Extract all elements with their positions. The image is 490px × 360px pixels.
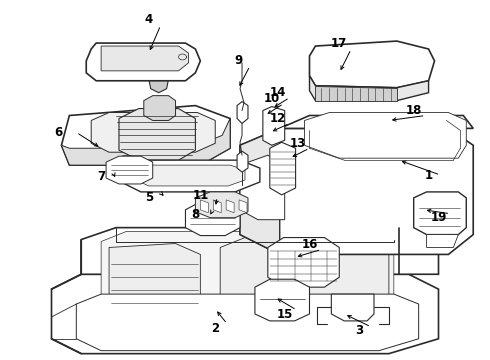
Polygon shape [226, 200, 234, 213]
Text: 13: 13 [290, 137, 306, 150]
Text: 16: 16 [301, 238, 318, 251]
Polygon shape [101, 231, 394, 321]
Polygon shape [91, 113, 215, 152]
Polygon shape [144, 96, 175, 121]
Polygon shape [136, 165, 245, 186]
Polygon shape [237, 151, 248, 172]
Polygon shape [200, 200, 208, 213]
Polygon shape [331, 294, 374, 321]
Polygon shape [310, 76, 429, 100]
Polygon shape [185, 202, 240, 235]
Polygon shape [106, 156, 153, 184]
Polygon shape [196, 192, 248, 218]
Polygon shape [61, 118, 230, 165]
Polygon shape [51, 274, 439, 354]
Polygon shape [316, 86, 397, 100]
Text: 15: 15 [276, 309, 293, 321]
Text: 10: 10 [264, 92, 280, 105]
Polygon shape [414, 192, 466, 235]
Text: 17: 17 [331, 37, 347, 50]
Polygon shape [109, 243, 200, 314]
Text: 14: 14 [270, 86, 286, 99]
Polygon shape [270, 142, 295, 195]
Text: 6: 6 [54, 126, 63, 139]
Polygon shape [61, 105, 230, 165]
Polygon shape [101, 46, 189, 71]
Text: 11: 11 [192, 189, 208, 202]
Text: 18: 18 [406, 104, 422, 117]
Text: 3: 3 [355, 324, 363, 337]
Text: 12: 12 [270, 112, 286, 125]
Polygon shape [81, 228, 439, 274]
Polygon shape [86, 43, 200, 81]
Polygon shape [240, 155, 285, 220]
Text: 1: 1 [424, 168, 433, 181]
Polygon shape [76, 294, 418, 351]
Text: 9: 9 [234, 54, 242, 67]
Polygon shape [280, 116, 473, 129]
Polygon shape [255, 279, 310, 321]
Text: 2: 2 [211, 322, 220, 336]
Polygon shape [263, 107, 285, 145]
Polygon shape [237, 102, 248, 123]
Polygon shape [213, 200, 221, 213]
Polygon shape [149, 71, 169, 93]
Polygon shape [427, 235, 458, 247]
Text: 8: 8 [191, 208, 199, 221]
Text: 7: 7 [97, 170, 105, 183]
Polygon shape [268, 238, 339, 287]
Text: 19: 19 [430, 211, 447, 224]
Polygon shape [121, 160, 260, 192]
Polygon shape [220, 238, 389, 314]
Text: 4: 4 [145, 13, 153, 26]
Polygon shape [119, 109, 196, 160]
Text: 5: 5 [145, 192, 153, 204]
Polygon shape [239, 200, 247, 213]
Polygon shape [310, 41, 435, 88]
Polygon shape [240, 129, 280, 255]
Polygon shape [240, 129, 473, 255]
Polygon shape [305, 113, 466, 158]
